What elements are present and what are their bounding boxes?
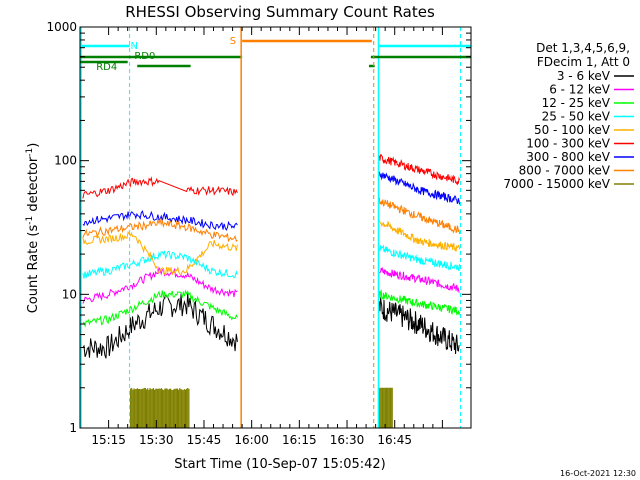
series-line	[378, 289, 461, 316]
legend-header-1: Det 1,3,4,5,6,9,	[536, 41, 630, 55]
y-tick-label: 100	[54, 154, 77, 168]
y-label-mid: detector	[26, 156, 41, 216]
series-line	[378, 171, 461, 205]
legend-label: 3 - 6 keV	[557, 69, 611, 83]
flag-label: N	[131, 41, 138, 52]
x-tick-label: 16:00	[234, 433, 269, 447]
x-axis-label: Start Time (10-Sep-07 15:05:42)	[174, 457, 385, 472]
series-line	[378, 154, 461, 186]
chart-title: RHESSI Observing Summary Count Rates	[125, 3, 435, 21]
x-tick-label: 16:30	[330, 433, 365, 447]
y-axis-ticks: 1 10 100 1000	[46, 20, 471, 435]
series-line	[379, 266, 460, 293]
series-line	[82, 289, 238, 328]
legend-label: 50 - 100 keV	[534, 123, 611, 137]
x-tick-label: 15:15	[91, 433, 126, 447]
flag-label: RD0	[134, 51, 155, 62]
plot-frame	[79, 26, 472, 429]
y-label-sup2: -1	[25, 148, 35, 157]
series-line	[378, 244, 461, 272]
series-line	[82, 230, 238, 276]
legend-label: 7000 - 15000 keV	[503, 177, 610, 191]
legend-label: 12 - 25 keV	[542, 96, 611, 110]
x-axis-ticks: 15:15 15:30 15:45 16:00 16:15 16:30 16:45	[91, 27, 443, 447]
series-line	[378, 220, 461, 252]
y-tick-label: 1	[69, 421, 77, 435]
flag-label: RD4	[96, 62, 117, 73]
y-label-end: )	[26, 143, 41, 148]
series-line	[82, 266, 238, 304]
flag-label: S	[230, 36, 236, 47]
legend-header-2: FDecim 1, Att 0	[537, 55, 630, 69]
legend-label: 6 - 12 keV	[549, 83, 611, 97]
series-line	[82, 217, 238, 243]
y-axis-label: Count Rate (s-1 detector-1)	[25, 143, 41, 314]
legend: Det 1,3,4,5,6,9, FDecim 1, Att 0 3 - 6 k…	[503, 41, 634, 191]
legend-label: 800 - 7000 keV	[519, 164, 611, 178]
legend-label: 300 - 800 keV	[526, 150, 610, 164]
y-tick-label: 1000	[46, 20, 77, 34]
series-line	[82, 250, 238, 279]
x-tick-label: 15:30	[139, 433, 174, 447]
series-line	[378, 297, 460, 355]
legend-label: 25 - 50 keV	[542, 110, 611, 124]
x-tick-label: 15:45	[187, 433, 222, 447]
y-label-main: Count Rate (s	[26, 225, 41, 314]
data-traces	[82, 154, 461, 428]
x-tick-label: 16:45	[377, 433, 412, 447]
series-line	[82, 293, 238, 359]
legend-label: 100 - 300 keV	[526, 137, 610, 151]
y-tick-label: 10	[62, 287, 77, 301]
series-line	[82, 176, 238, 199]
series-line	[378, 197, 461, 234]
generated-timestamp: 16-Oct-2021 12:30	[560, 469, 636, 478]
y-label-sup1: -1	[25, 216, 35, 225]
x-tick-label: 16:15	[282, 433, 317, 447]
